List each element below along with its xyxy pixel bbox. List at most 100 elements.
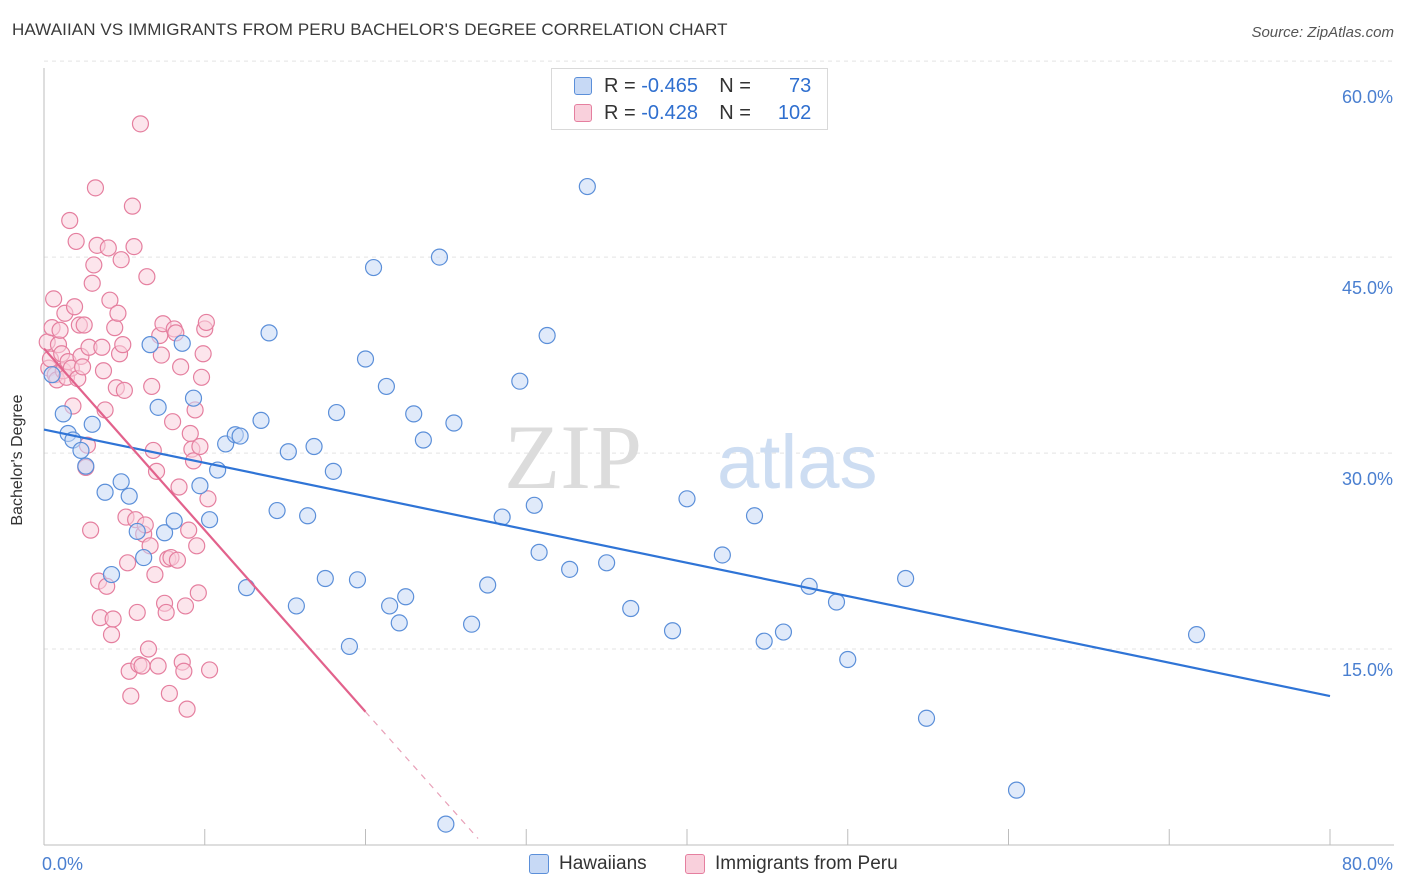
hawaiian-point (200, 511, 219, 529)
peru-point (104, 610, 122, 628)
watermark: ZIP atlas (504, 406, 878, 508)
peru-point (122, 687, 140, 705)
peru-point (164, 413, 182, 431)
legend-r-value: -0.428 (641, 101, 698, 124)
hawaiian-point (287, 597, 305, 615)
hawaiian-point (622, 599, 640, 618)
peru-point (51, 321, 69, 339)
hawaiian-point (530, 543, 548, 561)
hawaiian-point (598, 554, 616, 572)
hawaiian-point (356, 350, 375, 368)
hawaiian-point (430, 248, 449, 266)
hawaiian-point (231, 427, 249, 445)
hawaiian-trend-line (43, 428, 1331, 698)
hawaiian-point (324, 462, 342, 480)
hawaiian-point (414, 431, 432, 449)
hawaiian-point (479, 576, 497, 594)
hawaiian-point (713, 546, 731, 564)
peru-point (112, 251, 130, 269)
peru-point (61, 211, 79, 230)
peru-point (147, 462, 166, 480)
bottom-legend-peru: Immigrants from Peru (685, 852, 898, 876)
peru-point (131, 115, 150, 133)
hawaiian-point (538, 326, 556, 345)
hawaiian-point (184, 389, 203, 407)
hawaiian-point (525, 496, 543, 514)
peru-point (94, 362, 113, 380)
hawaiian-point (112, 473, 130, 491)
peru-point (199, 490, 217, 508)
legend-n-value: 102 (777, 101, 812, 124)
trend-lines (43, 347, 1331, 839)
peru-point (146, 565, 164, 584)
hawaiian-point (43, 366, 61, 384)
legend-r-value: -0.465 (641, 74, 698, 97)
hawaiian-point (578, 177, 596, 196)
peru-point (75, 316, 93, 334)
peru-point (200, 661, 219, 679)
legend-n-label: N = (719, 101, 751, 124)
x-ticks (43, 829, 1331, 845)
y-tick-label: 30.0% (1342, 469, 1393, 489)
peru-point (192, 368, 211, 386)
peru-point (115, 381, 133, 399)
peru-point (175, 662, 193, 680)
x-tick-label-max: 80.0% (1342, 854, 1393, 874)
hawaiian-point (897, 569, 915, 588)
hawaiian-point (279, 443, 297, 461)
peru-point (73, 358, 92, 376)
watermark-zip: ZIP (504, 406, 642, 508)
hawaiian-point (397, 588, 415, 606)
peru-point (101, 291, 119, 309)
bottom-legend-hawaiians: Hawaiians (529, 852, 647, 876)
peru-points (38, 115, 219, 718)
peru-point (86, 179, 105, 197)
hawaiian-point (839, 650, 857, 669)
peru-point (197, 313, 215, 332)
legend-swatch-blue (574, 77, 592, 95)
y-tick-label: 45.0% (1342, 278, 1393, 298)
hawaiian-point (83, 415, 101, 433)
peru-point (114, 336, 132, 354)
hawaiian-point (77, 457, 95, 475)
peru-point (85, 256, 103, 274)
hawaiian-point (462, 615, 481, 633)
legend-row-hawaiians: R = -0.465 N = 73 (574, 73, 811, 99)
peru-point (172, 358, 190, 376)
hawaiian-point (72, 441, 90, 460)
hawaiian-point (917, 709, 936, 727)
legend-r-label: R = (604, 101, 636, 124)
hawaiian-point (165, 512, 183, 530)
peru-point (93, 338, 111, 356)
hawaiian-point (191, 477, 209, 495)
hawaiian-point (102, 565, 121, 584)
peru-point (118, 554, 137, 572)
gridlines (44, 60, 1394, 650)
peru-point (128, 603, 146, 622)
peru-point (109, 304, 127, 322)
hawaiian-point (316, 569, 334, 588)
peru-trend-line (43, 347, 367, 713)
peru-point (170, 478, 188, 496)
peru-point (143, 377, 161, 396)
peru-point (65, 298, 84, 316)
peru-point (157, 603, 175, 622)
hawaiian-point (96, 483, 114, 501)
hawaiian-point (348, 571, 367, 589)
bottom-legend-swatch-blue (529, 854, 549, 874)
hawaiian-point (327, 403, 346, 422)
hawaiian-point (340, 637, 359, 656)
hawaiian-point (755, 632, 773, 650)
hawaiian-point (364, 258, 383, 277)
hawaiian-point (155, 524, 174, 542)
bottom-legend-label: Hawaiians (559, 853, 647, 874)
peru-point (152, 346, 170, 364)
chart-title: HAWAIIAN VS IMMIGRANTS FROM PERU BACHELO… (12, 20, 728, 39)
hawaiian-point (377, 377, 395, 396)
hawaiian-point (381, 597, 399, 615)
legend-row-peru: R = -0.428 N = 102 (574, 100, 811, 126)
hawaiian-point (663, 622, 682, 640)
peru-point (149, 657, 167, 675)
hawaiian-point (827, 593, 846, 611)
hawaiian-point (252, 411, 270, 430)
